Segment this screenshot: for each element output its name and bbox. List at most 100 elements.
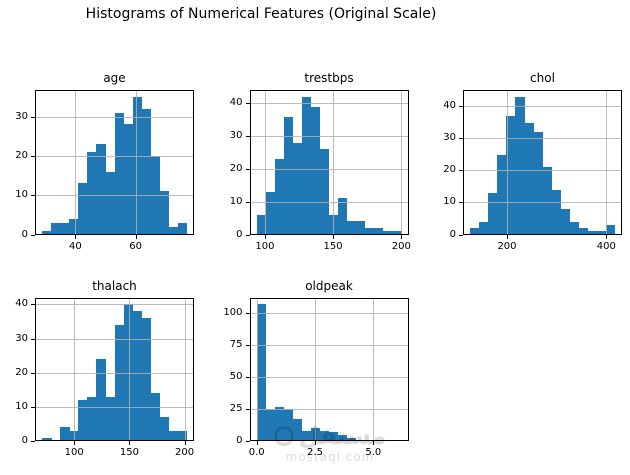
histogram-bar xyxy=(265,191,276,235)
gridline xyxy=(135,90,137,235)
x-tick-label: 200 xyxy=(175,447,195,458)
subplot-title-age: age xyxy=(103,71,126,85)
gridline xyxy=(35,116,194,118)
x-tick-label: 60 xyxy=(129,240,142,252)
x-tick-mark xyxy=(373,441,375,445)
y-tick-label: 10 xyxy=(443,196,456,208)
gridline xyxy=(463,202,622,204)
histogram-bar xyxy=(292,142,303,235)
y-tick-label: 40 xyxy=(229,97,243,109)
x-tick-label: 5.0 xyxy=(365,447,382,458)
gridline xyxy=(463,138,622,140)
subplot-title-chol: chol xyxy=(530,71,555,85)
histogram-bar xyxy=(319,149,330,235)
histogram-bar xyxy=(256,214,267,235)
gridline xyxy=(35,338,194,340)
gridline xyxy=(35,304,194,306)
watermark-row: مستقل xyxy=(260,424,400,448)
histogram-bar xyxy=(132,96,142,235)
gridline xyxy=(249,103,409,105)
y-tick-mark xyxy=(245,103,250,105)
x-tick-mark xyxy=(129,441,131,445)
histogram-bar xyxy=(69,430,79,441)
histogram-bar xyxy=(524,122,534,235)
subplot-chol xyxy=(463,90,622,235)
y-tick-mark xyxy=(245,201,250,203)
gridline xyxy=(75,90,77,235)
y-tick-mark xyxy=(245,441,250,442)
gridline xyxy=(249,136,409,138)
histogram-bar xyxy=(69,218,79,235)
histogram-bar xyxy=(374,227,384,235)
histogram-bar xyxy=(283,409,294,441)
y-tick-mark xyxy=(245,168,250,170)
gridline xyxy=(74,297,76,441)
histogram-bar xyxy=(123,124,133,235)
histogram-bar xyxy=(479,221,489,235)
histogram-bar xyxy=(177,222,188,235)
x-tick-label: 40 xyxy=(68,240,82,252)
y-tick-label: 20 xyxy=(15,149,28,161)
x-tick-label: 0.0 xyxy=(248,447,265,458)
gridline xyxy=(401,90,403,235)
gridline xyxy=(35,195,194,197)
y-tick-mark xyxy=(245,409,250,411)
histogram-bar xyxy=(96,359,106,441)
histogram-bar xyxy=(114,324,124,441)
gridline xyxy=(249,409,409,411)
gridline xyxy=(184,297,186,441)
y-tick-mark xyxy=(31,406,35,408)
histogram-bar xyxy=(338,434,348,441)
histogram-bar xyxy=(51,222,61,235)
y-tick-mark xyxy=(31,195,35,197)
histogram-bar xyxy=(87,396,97,441)
y-tick-mark xyxy=(245,313,250,315)
y-tick-mark xyxy=(459,138,463,140)
histogram-bar xyxy=(338,198,348,235)
histogram-bar xyxy=(488,192,498,235)
histogram-bar xyxy=(141,108,151,235)
y-tick-label: 30 xyxy=(229,130,243,142)
y-tick-mark xyxy=(245,234,250,236)
histogram-bar xyxy=(78,183,88,235)
gridline xyxy=(463,170,622,172)
watermark-brand-text: مستقل xyxy=(298,422,387,450)
subplot-thalach xyxy=(35,297,194,441)
x-tick-mark xyxy=(135,234,137,239)
subplot-trestbps xyxy=(249,90,409,235)
histogram-bar xyxy=(283,116,294,235)
histogram-bar xyxy=(105,171,115,235)
histogram-bar xyxy=(497,154,507,235)
y-tick-label: 10 xyxy=(15,400,28,412)
x-tick-mark xyxy=(315,441,316,445)
y-tick-label: 75 xyxy=(229,339,243,351)
histogram-bar xyxy=(319,430,330,441)
histogram-bar xyxy=(596,231,607,235)
subplot-title-trestbps: trestbps xyxy=(304,71,354,85)
subplot-title-thalach: thalach xyxy=(92,278,137,293)
histogram-bar xyxy=(42,230,52,235)
x-tick-mark xyxy=(256,441,258,445)
y-tick-label: 20 xyxy=(15,366,28,378)
x-tick-label: 400 xyxy=(596,240,616,252)
x-tick-mark xyxy=(75,234,77,239)
histogram-bar xyxy=(605,224,616,235)
gridline xyxy=(256,297,258,441)
y-tick-mark xyxy=(31,338,35,340)
x-tick-mark xyxy=(184,441,186,445)
histogram-bar xyxy=(105,396,115,441)
histogram-bar xyxy=(274,159,285,235)
x-tick-label: 200 xyxy=(391,240,411,252)
x-tick-mark xyxy=(401,234,403,239)
x-tick-label: 150 xyxy=(323,240,343,252)
y-tick-label: 50 xyxy=(229,371,243,383)
gridline xyxy=(606,90,608,235)
histogram-bar xyxy=(347,438,357,441)
histogram-bar xyxy=(301,96,312,235)
histogram-bar xyxy=(365,227,375,235)
histogram-bar xyxy=(329,432,339,441)
gridline xyxy=(249,313,409,315)
y-tick-mark xyxy=(31,372,35,374)
y-tick-label: 10 xyxy=(15,189,28,201)
y-tick-mark xyxy=(245,345,250,347)
